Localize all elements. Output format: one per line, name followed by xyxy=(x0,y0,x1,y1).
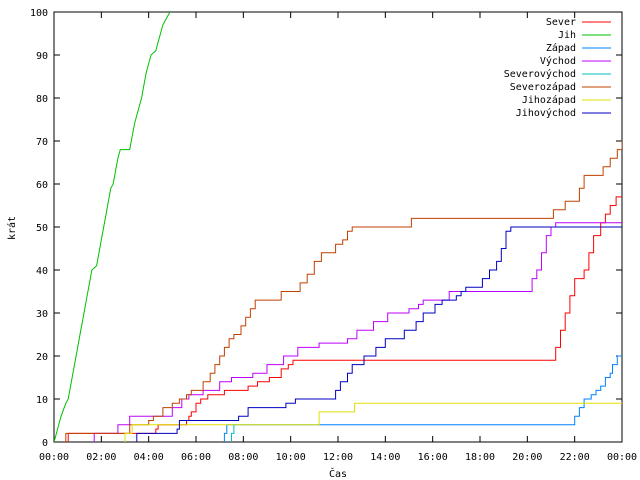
y-tick-label: 50 xyxy=(36,223,48,234)
x-tick-label: 20:00 xyxy=(512,452,542,463)
series-lines xyxy=(54,12,622,442)
series-line-jihovychod xyxy=(136,226,622,442)
x-tick-label: 08:00 xyxy=(228,452,258,463)
y-tick-label: 60 xyxy=(36,180,48,191)
x-tick-label: 00:00 xyxy=(607,452,637,463)
y-tick-label: 70 xyxy=(36,137,48,148)
x-tick-label: 14:00 xyxy=(370,452,400,463)
legend-label: Severovýchod xyxy=(504,68,576,80)
x-tick-label: 04:00 xyxy=(134,452,164,463)
x-axis-title: Čas xyxy=(329,467,347,480)
legend-label: Západ xyxy=(546,42,576,54)
x-tick-label: 18:00 xyxy=(465,452,495,463)
x-tick-label: 00:00 xyxy=(39,452,69,463)
y-tick-label: 10 xyxy=(36,395,48,406)
x-tick-label: 12:00 xyxy=(323,452,353,463)
legend-label: Východ xyxy=(540,55,576,67)
y-tick-label: 40 xyxy=(36,266,48,277)
legend-label: Jihozápad xyxy=(522,94,576,106)
x-tick-label: 06:00 xyxy=(181,452,211,463)
series-line-vychod xyxy=(93,222,622,442)
x-axis-ticks: 00:00 02:00 04:00 06:00 08:00 10:00 12:00 14:00… xyxy=(39,12,637,463)
y-tick-label: 30 xyxy=(36,309,48,320)
y-tick-label: 80 xyxy=(36,94,48,105)
y-tick-label: 100 xyxy=(30,8,48,19)
series-line-jihozapad xyxy=(124,402,622,442)
legend-label: Severozápad xyxy=(510,81,576,93)
legend-label: Sever xyxy=(546,17,576,28)
legend-label: Jihovýchod xyxy=(516,107,576,119)
x-tick-label: 22:00 xyxy=(560,452,590,463)
x-tick-label: 10:00 xyxy=(276,452,306,463)
y-axis-ticks: 0 10 20 30 40 50 60 70 80 90 100 xyxy=(30,8,622,449)
legend: Sever JihZápadVýchodSeverovýchodSeverozáp… xyxy=(504,17,611,119)
x-tick-label: 16:00 xyxy=(418,452,448,463)
series-line-sever xyxy=(67,196,622,442)
y-tick-label: 0 xyxy=(42,438,48,449)
legend-label: Jih xyxy=(558,30,576,41)
y-tick-label: 90 xyxy=(36,51,48,62)
y-tick-label: 20 xyxy=(36,352,48,363)
series-line-severozapad xyxy=(65,140,622,442)
series-line-jih xyxy=(54,12,171,442)
y-axis-title: krát xyxy=(6,216,18,240)
series-line-zapad xyxy=(223,355,622,442)
x-tick-label: 02:00 xyxy=(86,452,116,463)
series-line-severovychod xyxy=(231,424,237,442)
